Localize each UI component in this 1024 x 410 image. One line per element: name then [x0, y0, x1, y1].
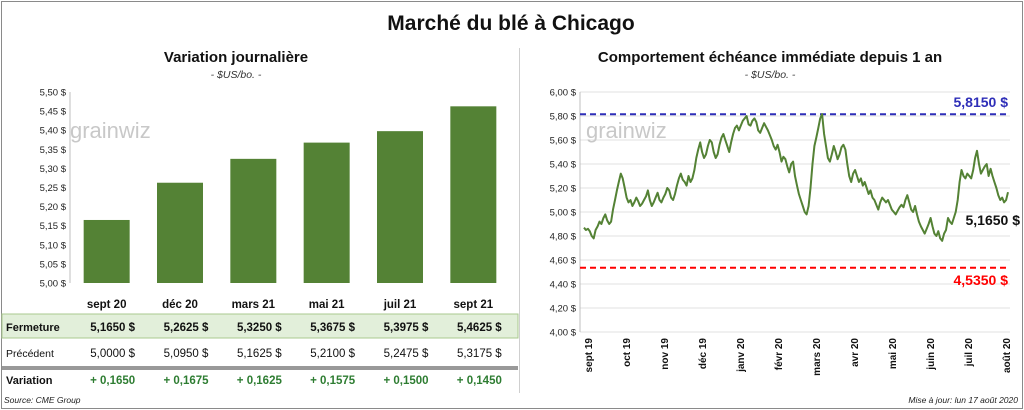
y-tick-label: 5,40 $: [550, 160, 577, 171]
x-category-label: mai 21: [309, 299, 345, 311]
y-tick-label: 5,30 $: [40, 164, 67, 175]
y-tick-label: 5,05 $: [40, 259, 67, 270]
one-year-trend-chart: Comportement échéance immédiate depuis 1…: [550, 49, 1021, 376]
table-cell: + 0,1450: [457, 375, 502, 387]
grainwiz-watermark: grainwiz: [70, 118, 151, 143]
y-tick-label: 5,50 $: [40, 88, 67, 99]
y-tick-label: 5,20 $: [40, 202, 67, 213]
y-tick-label: 5,00 $: [550, 208, 577, 219]
high-value-label: 5,8150 $: [954, 94, 1009, 110]
y-tick-label: 4,60 $: [550, 256, 577, 267]
y-tick-label: 4,40 $: [550, 280, 577, 291]
low-value-label: 4,5350 $: [954, 272, 1009, 288]
bar: [157, 182, 203, 283]
table-cell: 5,1650 $: [90, 322, 135, 334]
x-tick-label: juin 20: [926, 338, 937, 371]
main-title: Marché du blé à Chicago: [387, 12, 635, 35]
table-cell: 5,3975 $: [384, 322, 429, 334]
x-category-label: juil 21: [383, 299, 417, 311]
left-chart-subtitle: - $US/bo. -: [211, 69, 262, 81]
bar: [303, 142, 350, 283]
grainwiz-watermark: grainwiz: [586, 118, 667, 143]
x-tick-label: août 20: [1002, 338, 1013, 373]
table-cell: 5,3675 $: [310, 322, 355, 334]
x-tick-label: nov 19: [660, 338, 671, 370]
update-date: Mise à jour: lun 17 août 2020: [908, 395, 1018, 405]
x-tick-label: févr 20: [774, 338, 785, 371]
bar: [230, 158, 277, 283]
table-cell: + 0,1650: [90, 375, 135, 387]
table-cell: + 0,1675: [163, 375, 209, 387]
table-cell: 5,2475 $: [384, 348, 429, 360]
y-tick-label: 4,00 $: [550, 328, 577, 339]
watermark-text: grainwiz: [70, 118, 151, 143]
y-tick-label: 5,40 $: [40, 126, 67, 137]
x-category-label: déc 20: [162, 299, 198, 311]
table-cell: + 0,1575: [310, 375, 356, 387]
table-cell: 5,4625 $: [457, 322, 502, 334]
fermeture-row-bg: [1, 313, 519, 339]
daily-variation-chart: Variation journalière - $US/bo. - grainw…: [1, 49, 519, 387]
panel-divider: [519, 48, 520, 393]
x-tick-label: mai 20: [888, 338, 899, 370]
y-tick-label: 5,20 $: [550, 184, 577, 195]
table-cell: 5,0950 $: [164, 348, 209, 360]
x-category-label: sept 20: [87, 299, 127, 311]
x-tick-label: oct 19: [622, 338, 633, 367]
x-tick-label: déc 19: [698, 338, 709, 370]
bar: [450, 106, 497, 283]
y-tick-label: 5,60 $: [550, 136, 577, 147]
y-tick-label: 5,45 $: [40, 107, 67, 118]
y-tick-label: 6,00 $: [550, 88, 577, 99]
source-note: Source: CME Group: [4, 395, 81, 405]
right-chart-subtitle: - $US/bo. -: [745, 69, 796, 81]
bar: [83, 219, 130, 283]
y-tick-label: 5,35 $: [40, 145, 67, 156]
table-row-label: Fermeture: [6, 322, 60, 334]
table-cell: 5,3175 $: [457, 348, 502, 360]
right-chart-title: Comportement échéance immédiate depuis 1…: [598, 49, 942, 66]
x-category-label: sept 21: [454, 299, 494, 311]
table-row-label: Variation: [6, 375, 53, 387]
x-tick-label: mars 20: [812, 338, 823, 376]
watermark-text: grainwiz: [586, 118, 667, 143]
y-tick-label: 5,15 $: [40, 221, 67, 232]
table-cell: + 0,1500: [383, 375, 428, 387]
y-tick-label: 4,80 $: [550, 232, 577, 243]
table-cell: 5,1625 $: [237, 348, 282, 360]
last-value-label: 5,1650 $: [966, 212, 1021, 228]
x-tick-label: janv 20: [736, 338, 747, 373]
bar: [377, 131, 423, 283]
table-cell: 5,3250 $: [237, 322, 282, 334]
table-cell: 5,2100 $: [310, 348, 355, 360]
table-cell: 5,2625 $: [164, 322, 209, 334]
x-tick-label: juil 20: [964, 338, 975, 368]
left-chart-title: Variation journalière: [164, 49, 308, 66]
price-series-line: [583, 113, 1009, 242]
y-tick-label: 4,20 $: [550, 304, 577, 315]
x-tick-label: avr 20: [850, 338, 861, 367]
y-tick-label: 5,80 $: [550, 112, 577, 123]
table-cell: + 0,1625: [237, 375, 283, 387]
y-tick-label: 5,00 $: [40, 279, 67, 290]
table-row-label: Précédent: [6, 348, 54, 360]
y-tick-label: 5,10 $: [40, 240, 67, 251]
x-category-label: mars 21: [232, 299, 276, 311]
x-tick-label: sept 19: [584, 338, 595, 373]
y-tick-label: 5,25 $: [40, 183, 67, 194]
table-cell: 5,0000 $: [90, 348, 135, 360]
